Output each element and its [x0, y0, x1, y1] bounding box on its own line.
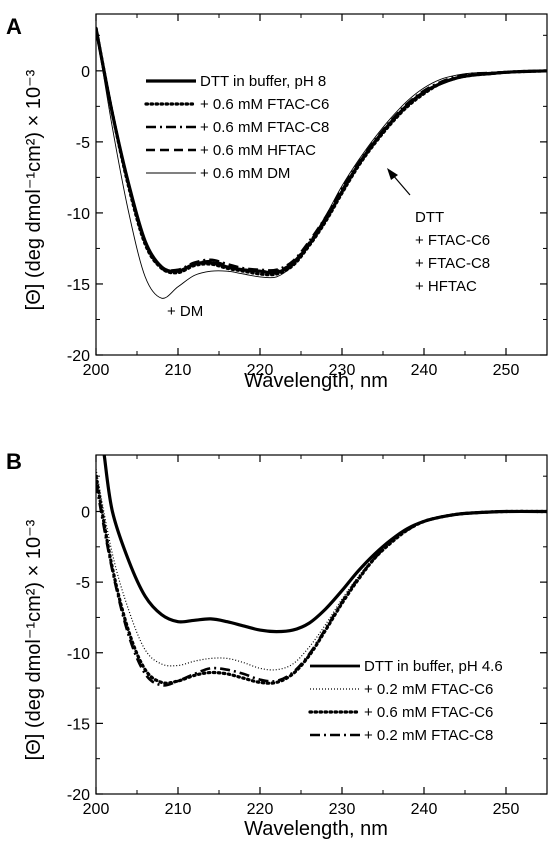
y-tick-label: -20 — [67, 348, 90, 365]
panel-a-label: A — [6, 14, 22, 39]
y-tick-label: -5 — [76, 135, 90, 152]
series-line-a-3 — [96, 27, 547, 274]
x-tick-label: 230 — [329, 801, 356, 818]
y-tick-label: -15 — [67, 716, 90, 733]
series-line-b-2 — [96, 474, 547, 685]
annotation-arrow-line — [391, 173, 411, 196]
y-tick-label: -10 — [67, 646, 90, 663]
y-tick-label: 0 — [81, 505, 90, 522]
panel-a-x-axis-label: Wavelength, nm — [244, 370, 388, 392]
legend-a-label-3: + 0.6 mM HFTAC — [200, 142, 316, 159]
annotation-ftac-c6: + FTAC-C6 — [415, 232, 490, 249]
x-tick-label: 220 — [247, 801, 274, 818]
x-tick-label: 240 — [411, 362, 438, 379]
legend-a-label-4: + 0.6 mM DM — [200, 165, 290, 182]
legend-b-label-0: DTT in buffer, pH 4.6 — [364, 658, 503, 675]
x-tick-label: 220 — [247, 362, 274, 379]
legend-b-label-3: + 0.2 mM FTAC-C8 — [364, 727, 493, 744]
x-tick-label: 200 — [83, 801, 110, 818]
x-tick-label: 250 — [493, 801, 520, 818]
legend-a-label-2: + 0.6 mM FTAC-C8 — [200, 119, 329, 136]
x-tick-label: 210 — [165, 801, 192, 818]
x-tick-label: 230 — [329, 362, 356, 379]
series-group — [96, 455, 547, 687]
panel-b-legend: DTT in buffer, pH 4.6 + 0.2 mM FTAC-C6 +… — [308, 658, 503, 744]
annotation-dm: + DM — [167, 303, 203, 320]
annotation-arrow-head — [387, 168, 398, 180]
x-tick-label: 210 — [165, 362, 192, 379]
y-tick-label: -5 — [76, 575, 90, 592]
x-tick-label: 200 — [83, 362, 110, 379]
annotation-ftac-c8: + FTAC-C8 — [415, 255, 490, 272]
panel-b-x-axis-label: Wavelength, nm — [244, 818, 388, 840]
plot-frame — [95, 13, 548, 356]
series-line-a-4 — [96, 28, 547, 299]
panel-b-label: B — [6, 449, 22, 474]
series-group — [96, 26, 547, 299]
plot-frame — [95, 454, 548, 795]
panel-b-plot: 200 210 220 230 240 250 0 -5 -10 -15 -20 — [67, 454, 548, 818]
y-tick-label: 0 — [81, 64, 90, 81]
legend-a-label-0: DTT in buffer, pH 8 — [200, 73, 326, 90]
panel-a-plot: 200 210 220 230 240 250 0 -5 -10 -15 -20 — [67, 13, 548, 379]
panel-a-y-axis-label: [Θ] (deg dmol⁻¹cm²) × 10⁻³ — [23, 69, 45, 310]
legend-b-label-1: + 0.2 mM FTAC-C6 — [364, 681, 493, 698]
x-tick-label: 250 — [493, 362, 520, 379]
annotation-dtt: DTT — [415, 209, 444, 226]
panel-b: B 200 210 220 230 240 250 0 -5 -10 -15 -20 Wavelen… — [6, 449, 548, 840]
legend-b-label-2: + 0.6 mM FTAC-C6 — [364, 704, 493, 721]
annotation-hftac: + HFTAC — [415, 278, 477, 295]
panel-a-annotations: + DM DTT + FTAC-C6 + FTAC-C8 + HFTAC — [167, 168, 490, 320]
y-tick-label: -20 — [67, 787, 90, 804]
legend-a-label-1: + 0.6 mM FTAC-C6 — [200, 96, 329, 113]
y-tick-label: -10 — [67, 206, 90, 223]
series-line-b-3 — [96, 483, 547, 687]
panel-a: A 200 210 220 230 240 250 0 -5 -10 -15 -20 Wavelen… — [6, 13, 548, 392]
y-tick-label: -15 — [67, 277, 90, 294]
panel-b-y-axis-label: [Θ] (deg dmol⁻¹cm²) × 10⁻³ — [23, 519, 45, 760]
panel-a-legend: DTT in buffer, pH 8 + 0.6 mM FTAC-C6 + 0… — [144, 73, 329, 182]
x-tick-label: 240 — [411, 801, 438, 818]
series-line-b-1 — [96, 468, 547, 671]
series-line-b-0 — [102, 455, 547, 634]
